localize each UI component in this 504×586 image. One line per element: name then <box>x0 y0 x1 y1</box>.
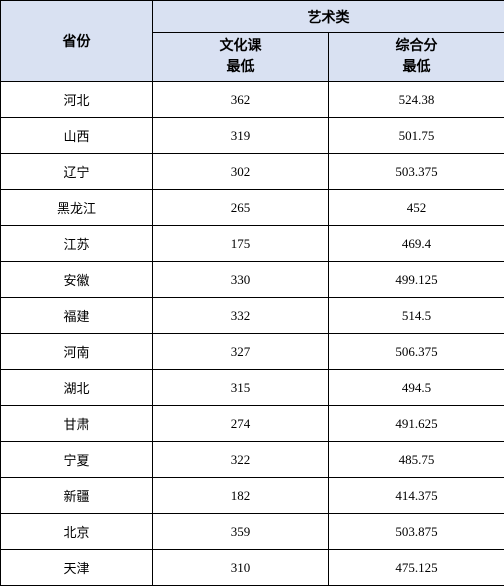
header-composite-line2: 最低 <box>329 57 504 78</box>
table-row: 河北362524.38 <box>1 82 504 118</box>
cell-composite-min: 485.75 <box>329 442 504 478</box>
cell-composite-min: 494.5 <box>329 370 504 406</box>
table-body: 河北362524.38山西319501.75辽宁302503.375黑龙江265… <box>1 82 504 586</box>
table-row: 宁夏322485.75 <box>1 442 504 478</box>
cell-composite-min: 452 <box>329 190 504 226</box>
table-row: 辽宁302503.375 <box>1 154 504 190</box>
cell-culture-min: 330 <box>153 262 329 298</box>
cell-province: 安徽 <box>1 262 153 298</box>
cell-composite-min: 491.625 <box>329 406 504 442</box>
score-table-container: 省份 艺术类 文化课 最低 综合分 最低 河北362524.38山西319501… <box>0 0 504 586</box>
header-art-group: 艺术类 <box>153 1 504 33</box>
header-culture-line2: 最低 <box>153 57 328 78</box>
cell-province: 山西 <box>1 118 153 154</box>
cell-culture-min: 274 <box>153 406 329 442</box>
cell-composite-min: 469.4 <box>329 226 504 262</box>
cell-province: 天津 <box>1 550 153 586</box>
header-province: 省份 <box>1 1 153 82</box>
cell-province: 新疆 <box>1 478 153 514</box>
cell-composite-min: 475.125 <box>329 550 504 586</box>
cell-composite-min: 503.875 <box>329 514 504 550</box>
table-row: 福建332514.5 <box>1 298 504 334</box>
cell-culture-min: 182 <box>153 478 329 514</box>
cell-composite-min: 499.125 <box>329 262 504 298</box>
cell-culture-min: 362 <box>153 82 329 118</box>
cell-composite-min: 503.375 <box>329 154 504 190</box>
cell-province: 湖北 <box>1 370 153 406</box>
table-row: 山西319501.75 <box>1 118 504 154</box>
cell-culture-min: 302 <box>153 154 329 190</box>
cell-province: 江苏 <box>1 226 153 262</box>
header-culture-min: 文化课 最低 <box>153 33 329 82</box>
table-row: 安徽330499.125 <box>1 262 504 298</box>
cell-culture-min: 322 <box>153 442 329 478</box>
cell-province: 北京 <box>1 514 153 550</box>
cell-province: 甘肃 <box>1 406 153 442</box>
cell-province: 河北 <box>1 82 153 118</box>
cell-composite-min: 524.38 <box>329 82 504 118</box>
header-culture-line1: 文化课 <box>153 36 328 57</box>
cell-composite-min: 506.375 <box>329 334 504 370</box>
header-composite-min: 综合分 最低 <box>329 33 504 82</box>
cell-province: 福建 <box>1 298 153 334</box>
cell-province: 宁夏 <box>1 442 153 478</box>
table-row: 天津310475.125 <box>1 550 504 586</box>
table-row: 湖北315494.5 <box>1 370 504 406</box>
score-table: 省份 艺术类 文化课 最低 综合分 最低 河北362524.38山西319501… <box>0 0 504 586</box>
cell-province: 辽宁 <box>1 154 153 190</box>
table-header: 省份 艺术类 文化课 最低 综合分 最低 <box>1 1 504 82</box>
table-row: 江苏175469.4 <box>1 226 504 262</box>
cell-composite-min: 501.75 <box>329 118 504 154</box>
cell-culture-min: 327 <box>153 334 329 370</box>
cell-culture-min: 265 <box>153 190 329 226</box>
cell-culture-min: 332 <box>153 298 329 334</box>
table-row: 黑龙江265452 <box>1 190 504 226</box>
cell-culture-min: 310 <box>153 550 329 586</box>
cell-culture-min: 315 <box>153 370 329 406</box>
table-row: 甘肃274491.625 <box>1 406 504 442</box>
table-row: 河南327506.375 <box>1 334 504 370</box>
table-row: 北京359503.875 <box>1 514 504 550</box>
table-row: 新疆182414.375 <box>1 478 504 514</box>
cell-culture-min: 319 <box>153 118 329 154</box>
cell-composite-min: 414.375 <box>329 478 504 514</box>
cell-province: 黑龙江 <box>1 190 153 226</box>
header-composite-line1: 综合分 <box>329 36 504 57</box>
cell-composite-min: 514.5 <box>329 298 504 334</box>
cell-culture-min: 359 <box>153 514 329 550</box>
cell-province: 河南 <box>1 334 153 370</box>
cell-culture-min: 175 <box>153 226 329 262</box>
